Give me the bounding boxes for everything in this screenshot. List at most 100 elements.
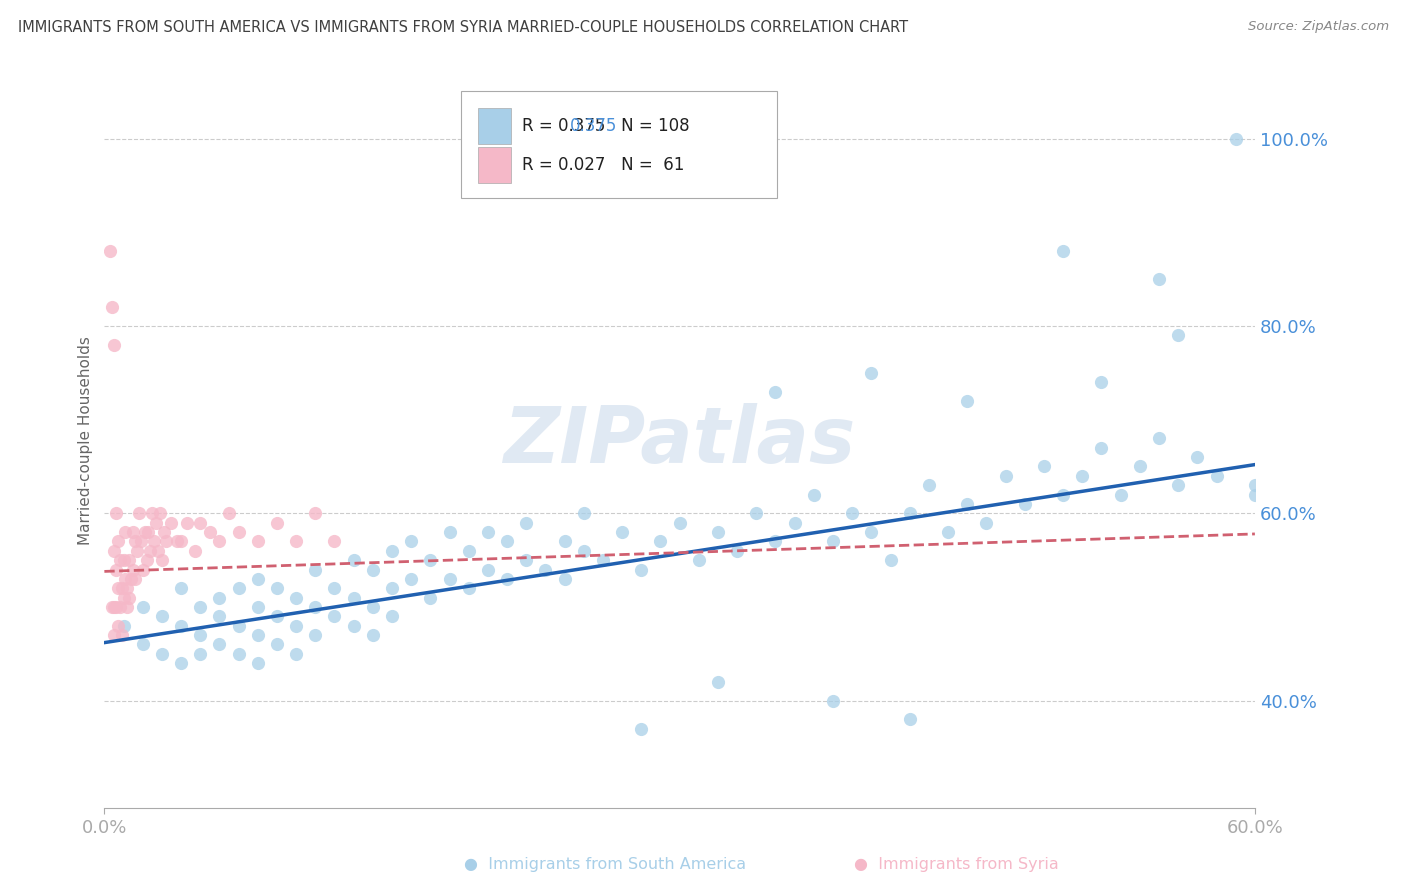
Point	[218, 506, 240, 520]
Point	[399, 572, 422, 586]
Point	[343, 619, 366, 633]
Point	[707, 524, 730, 539]
Point	[343, 591, 366, 605]
Point	[153, 524, 176, 539]
Point	[956, 393, 979, 408]
Point	[118, 591, 141, 605]
Point	[228, 647, 250, 661]
Point	[419, 553, 441, 567]
Point	[419, 591, 441, 605]
Point	[477, 524, 499, 539]
Point	[150, 553, 173, 567]
Point	[496, 534, 519, 549]
Point	[118, 553, 141, 567]
Point	[107, 581, 129, 595]
Point	[266, 638, 288, 652]
Point	[146, 543, 169, 558]
Point	[103, 600, 125, 615]
Point	[103, 337, 125, 351]
Point	[108, 553, 131, 567]
Point	[323, 581, 346, 595]
Point	[246, 600, 269, 615]
Point	[1244, 487, 1267, 501]
Point	[725, 543, 748, 558]
Point	[554, 572, 576, 586]
Text: R = 0.375   N = 108: R = 0.375 N = 108	[522, 117, 689, 135]
Point	[1032, 459, 1054, 474]
Point	[107, 619, 129, 633]
FancyBboxPatch shape	[461, 91, 778, 198]
Point	[285, 534, 308, 549]
Point	[128, 506, 150, 520]
Point	[228, 524, 250, 539]
Point	[170, 619, 193, 633]
Point	[155, 534, 177, 549]
Point	[1225, 131, 1247, 145]
Point	[111, 628, 134, 642]
Point	[104, 506, 127, 520]
Point	[246, 572, 269, 586]
Text: IMMIGRANTS FROM SOUTH AMERICA VS IMMIGRANTS FROM SYRIA MARRIED-COUPLE HOUSEHOLDS: IMMIGRANTS FROM SOUTH AMERICA VS IMMIGRA…	[18, 20, 908, 35]
Point	[1052, 244, 1074, 258]
Point	[1244, 478, 1267, 492]
Point	[246, 628, 269, 642]
Point	[170, 581, 193, 595]
Point	[208, 638, 231, 652]
Point	[956, 497, 979, 511]
Point	[120, 572, 142, 586]
Point	[139, 543, 162, 558]
Point	[188, 600, 211, 615]
Point	[285, 591, 308, 605]
Point	[1167, 328, 1189, 343]
Point	[783, 516, 806, 530]
Text: 0.375: 0.375	[571, 117, 617, 135]
Point	[1147, 272, 1170, 286]
Point	[688, 553, 710, 567]
FancyBboxPatch shape	[478, 146, 510, 183]
Point	[515, 516, 537, 530]
Point	[477, 562, 499, 576]
Point	[361, 562, 384, 576]
Point	[266, 516, 288, 530]
Point	[496, 572, 519, 586]
Text: ZIPatlas: ZIPatlas	[503, 402, 856, 479]
Point	[860, 366, 883, 380]
Point	[150, 609, 173, 624]
Point	[198, 524, 221, 539]
Point	[630, 722, 652, 736]
Point	[108, 600, 131, 615]
Point	[183, 543, 205, 558]
Point	[103, 543, 125, 558]
Point	[112, 591, 135, 605]
Point	[114, 572, 136, 586]
Point	[104, 600, 127, 615]
Point	[803, 487, 825, 501]
Point	[1109, 487, 1132, 501]
Point	[138, 524, 160, 539]
Point	[1090, 375, 1112, 389]
Point	[208, 534, 231, 549]
Point	[122, 562, 145, 576]
Point	[134, 524, 156, 539]
Point	[1129, 459, 1152, 474]
Point	[124, 572, 146, 586]
Point	[125, 543, 148, 558]
Point	[132, 638, 155, 652]
Point	[936, 524, 959, 539]
Point	[572, 506, 595, 520]
Point	[381, 543, 404, 558]
Point	[821, 534, 844, 549]
Point	[457, 543, 479, 558]
Point	[112, 619, 135, 633]
Point	[976, 516, 998, 530]
Point	[1167, 478, 1189, 492]
FancyBboxPatch shape	[478, 108, 510, 145]
Point	[122, 524, 145, 539]
Point	[592, 553, 614, 567]
Text: ●  Immigrants from Syria: ● Immigrants from Syria	[853, 857, 1059, 872]
Y-axis label: Married-couple Households: Married-couple Households	[79, 336, 93, 545]
Point	[246, 534, 269, 549]
Point	[1205, 468, 1227, 483]
Point	[149, 506, 172, 520]
Point	[841, 506, 863, 520]
